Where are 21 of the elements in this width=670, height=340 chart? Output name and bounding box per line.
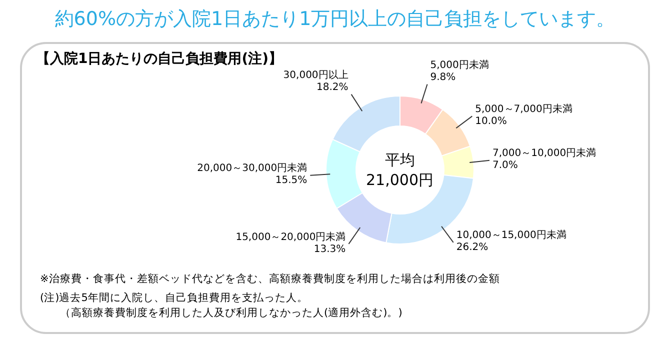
text: (注)過去5年間に入院し、自己負担費用を支払った人。 — [40, 291, 308, 305]
data-label: 15.5% — [274, 175, 308, 188]
data-label: 7.0% — [492, 160, 519, 172]
data-label: 13.3% — [312, 244, 346, 256]
slice-label: 20,000～30,000円未満 — [197, 163, 308, 176]
slice-label: 10,000～15,000円未満 — [456, 230, 566, 242]
data-label: 26.2% — [456, 242, 490, 254]
slice-label: 5,000～7,000円未満 — [475, 104, 572, 116]
chart-title: 約60%の方が入院1日あたり1万円以上の自己負担をしています。 — [54, 7, 616, 32]
text: （高額療養費制度を利用した人及び利用しなかった人(適用外含む)。) — [60, 306, 402, 320]
text: 21,000円 — [366, 170, 434, 190]
chart-subtitle: 【入院1日あたりの自己負担費用(注)】 — [36, 50, 283, 68]
slice-label: 7,000～10,000円未満 — [492, 148, 596, 160]
data-label: 18.2% — [316, 82, 348, 94]
slice-label: 5,000円未満 — [430, 60, 489, 72]
text: ※治療費・食事代・差額ベッド代などを含む、高額療養費制度を利用した場合は利用後の金額 — [40, 272, 500, 286]
data-label: 9.8% — [430, 72, 457, 84]
data-label: 10.0% — [475, 116, 508, 128]
slice-label: 15,000～20,000円未満 — [236, 232, 346, 244]
text: 平均 — [384, 150, 416, 170]
slice-label: 30,000円以上 — [283, 70, 348, 82]
